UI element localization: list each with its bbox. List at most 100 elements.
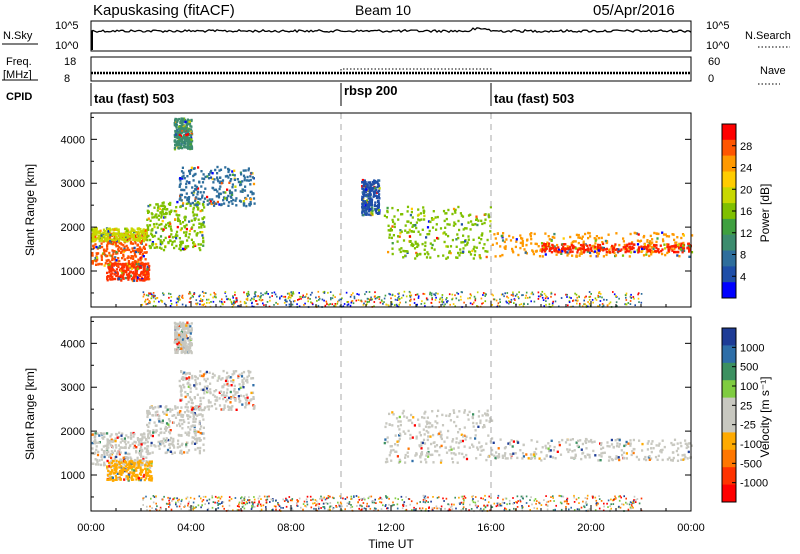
power-cell bbox=[98, 234, 101, 237]
power-cell bbox=[364, 181, 367, 184]
velocity-cell bbox=[398, 460, 402, 463]
velocity-cell bbox=[147, 445, 150, 448]
power-cell bbox=[551, 235, 554, 239]
velocity-structure-2 bbox=[106, 459, 154, 482]
velocity-cell bbox=[233, 390, 236, 393]
power-cell bbox=[537, 245, 540, 248]
power-cell bbox=[128, 275, 131, 278]
velocity-cell bbox=[487, 455, 490, 458]
power-cell bbox=[120, 236, 123, 239]
power-cell bbox=[438, 301, 441, 304]
power-cell bbox=[126, 232, 129, 236]
velocity-cell bbox=[145, 438, 148, 441]
velocity-cell bbox=[188, 329, 191, 332]
power-cell bbox=[195, 234, 198, 237]
velocity-cell bbox=[600, 455, 603, 458]
velocity-cell bbox=[232, 396, 235, 399]
power-cell bbox=[192, 223, 195, 227]
power-cell bbox=[198, 202, 201, 205]
power-cell bbox=[415, 221, 418, 224]
velocity-cell bbox=[198, 422, 201, 426]
power-cell bbox=[444, 233, 448, 236]
power-cell bbox=[201, 217, 204, 221]
power-cell bbox=[177, 218, 180, 221]
velocity-cell bbox=[190, 425, 193, 428]
power-cell bbox=[134, 250, 137, 254]
power-cell bbox=[647, 245, 650, 248]
power-cell bbox=[134, 266, 137, 269]
nsky-tick-top: 10^5 bbox=[55, 20, 79, 32]
velocity-cell bbox=[426, 451, 429, 455]
power-cell bbox=[642, 254, 646, 257]
velocity-cell bbox=[188, 376, 191, 379]
power-cell bbox=[363, 190, 366, 193]
velocity-cell bbox=[111, 470, 114, 473]
velocity-cell bbox=[149, 406, 152, 409]
power-cell bbox=[543, 305, 545, 307]
power-cell bbox=[687, 242, 690, 245]
power-cell bbox=[214, 202, 217, 205]
power-cell bbox=[292, 300, 295, 303]
velocity-cell bbox=[406, 455, 410, 458]
power-cell bbox=[187, 202, 190, 205]
velocity-cell bbox=[182, 336, 185, 339]
power-cell bbox=[583, 250, 586, 253]
power-cell bbox=[374, 291, 376, 294]
power-cell bbox=[266, 301, 269, 303]
power-cell bbox=[540, 242, 544, 245]
velocity-cell bbox=[571, 450, 574, 453]
power-cell bbox=[391, 303, 393, 306]
power-cell bbox=[371, 212, 374, 215]
velocity-cell bbox=[116, 450, 119, 454]
velocity-cell bbox=[577, 445, 580, 449]
power-cell bbox=[406, 231, 409, 234]
power-cell bbox=[95, 229, 98, 232]
velocity-cell bbox=[202, 373, 205, 376]
power-cell bbox=[676, 243, 679, 247]
power-cell bbox=[228, 189, 231, 192]
power-cell bbox=[109, 260, 112, 263]
velocity-cell bbox=[398, 428, 401, 431]
velocity-cell bbox=[180, 393, 183, 396]
power-cell bbox=[151, 235, 155, 238]
power-cell bbox=[640, 247, 644, 251]
power-cell bbox=[416, 293, 419, 296]
velocity-cell bbox=[119, 446, 122, 449]
power-cell bbox=[339, 305, 341, 308]
velocity-cell bbox=[406, 451, 409, 454]
power-cell bbox=[132, 270, 135, 274]
power-cell bbox=[512, 293, 514, 296]
power-cell bbox=[199, 248, 202, 252]
power-cell bbox=[535, 250, 538, 253]
power-cell bbox=[648, 244, 651, 247]
power-cell bbox=[225, 196, 229, 200]
velocity-cell bbox=[200, 425, 203, 428]
power-cell bbox=[374, 194, 377, 197]
power-cell bbox=[443, 305, 445, 308]
velocity-cell bbox=[92, 462, 95, 465]
power-cell bbox=[199, 243, 202, 246]
power-cell bbox=[185, 231, 188, 234]
velocity-cell bbox=[187, 421, 190, 424]
power-cell bbox=[302, 294, 304, 297]
power-cell bbox=[220, 182, 223, 185]
velocity-cell bbox=[171, 408, 174, 411]
nsky-trace bbox=[90, 27, 692, 34]
power-cell bbox=[377, 190, 380, 194]
power-cell bbox=[242, 169, 245, 172]
power-cell bbox=[210, 202, 213, 206]
velocity-cell bbox=[186, 321, 189, 324]
power-cell bbox=[611, 250, 614, 254]
power-cell bbox=[139, 228, 142, 231]
power-cell bbox=[575, 299, 577, 302]
power-cell bbox=[651, 238, 654, 241]
power-cell bbox=[569, 235, 572, 239]
power-cell bbox=[253, 296, 255, 298]
velocity-cell bbox=[218, 377, 221, 380]
velocity-cell bbox=[168, 450, 171, 453]
power-cell bbox=[134, 253, 137, 257]
power-cell bbox=[143, 233, 146, 237]
velocity-cell bbox=[444, 446, 447, 449]
power-cell bbox=[629, 248, 632, 251]
